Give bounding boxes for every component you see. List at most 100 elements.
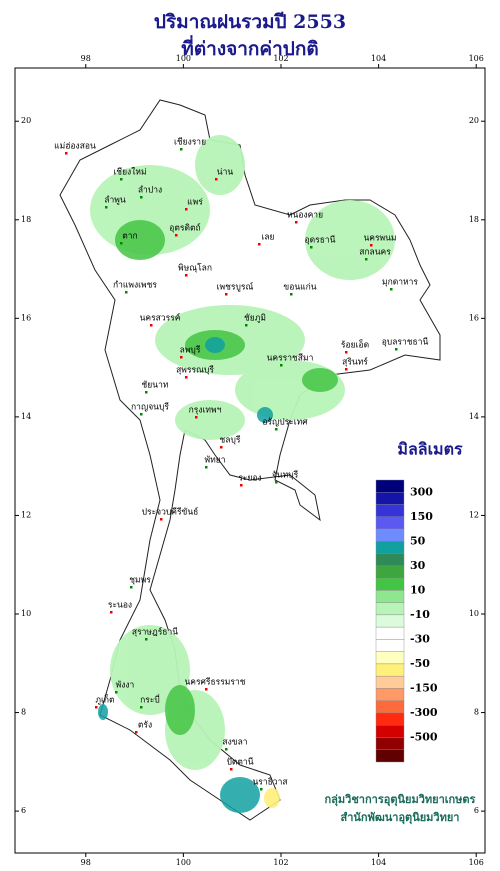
province-label: กรุงเทพฯ	[189, 406, 222, 416]
legend-swatch	[375, 737, 405, 750]
legend-swatch	[375, 590, 405, 603]
station	[120, 178, 123, 181]
y-tick-label: 10	[21, 609, 31, 618]
station	[370, 244, 373, 247]
station	[105, 206, 108, 209]
x-tick-label: 98	[81, 858, 91, 867]
legend-swatch	[375, 553, 405, 567]
x-tick-label: 102	[273, 54, 288, 63]
station	[275, 481, 278, 484]
legend-label: -10	[410, 608, 430, 621]
legend-swatch	[375, 651, 405, 665]
station	[140, 196, 143, 199]
x-tick-label: 100	[176, 54, 191, 63]
station	[160, 518, 163, 521]
x-tick-label: 104	[371, 54, 386, 63]
legend-swatch	[375, 577, 405, 591]
y-tick-label: 14	[21, 412, 31, 421]
province-label: กาญจนบุรี	[131, 402, 169, 413]
station	[205, 688, 208, 691]
station	[275, 428, 278, 431]
legend-label: 30	[410, 559, 426, 572]
y-tick-label: 12	[469, 510, 479, 519]
station	[95, 706, 98, 709]
station	[365, 258, 368, 261]
station	[310, 246, 313, 249]
province-label: สุพรรณบุรี	[176, 365, 214, 376]
province-label: น่าน	[217, 168, 234, 178]
y-tick-label: 14	[469, 412, 479, 421]
province-label: ระนอง	[108, 601, 132, 611]
province-label: ชัยภูมิ	[244, 314, 266, 324]
province-label: สุราษฎร์ธานี	[132, 627, 178, 638]
x-tick-label: 102	[273, 858, 288, 867]
station	[225, 748, 228, 751]
station	[395, 348, 398, 351]
legend-label: 10	[410, 583, 426, 596]
province-label: อุตรดิตถ์	[169, 223, 200, 234]
y-tick-label: 16	[469, 313, 479, 322]
legend-label: 50	[410, 534, 426, 547]
y-tick-label: 8	[474, 708, 479, 717]
station	[225, 293, 228, 296]
station	[65, 152, 68, 155]
station	[180, 356, 183, 359]
legend-swatch	[375, 516, 405, 530]
province-label: ตรัง	[138, 721, 152, 731]
station	[195, 416, 198, 419]
credit: สำนักพัฒนาอุตุนิยมวิทยา	[341, 811, 460, 825]
y-tick-label: 8	[21, 708, 26, 717]
station	[175, 234, 178, 237]
legend-swatch	[375, 700, 405, 714]
station	[185, 274, 188, 277]
station	[290, 293, 293, 296]
province-label: ชุมพร	[129, 576, 151, 586]
y-tick-label: 16	[21, 313, 31, 322]
province-label: เชียงใหม่	[113, 167, 146, 178]
legend-swatch	[375, 749, 405, 763]
province-label: ขอนแก่น	[283, 283, 316, 293]
x-tick-label: 106	[469, 54, 484, 63]
province-label: สงขลา	[222, 738, 247, 748]
province-label: นครราชสีมา	[267, 353, 314, 364]
station	[230, 768, 233, 771]
province-label: เลย	[261, 233, 274, 243]
station	[145, 391, 148, 394]
province-label: จันทบุรี	[272, 470, 299, 481]
legend-label: 150	[410, 510, 433, 523]
province-label: กำแพงเพชร	[113, 281, 157, 291]
province-label: เชียงราย	[174, 137, 206, 148]
province-label: มุกดาหาร	[382, 278, 418, 288]
station	[220, 446, 223, 449]
province-label: พิษณุโลก	[178, 263, 212, 274]
legend-swatch	[375, 639, 405, 652]
station	[140, 413, 143, 416]
legend-swatch	[375, 712, 405, 726]
legend-swatch	[375, 663, 405, 677]
legend-swatch	[375, 675, 405, 689]
station	[390, 288, 393, 291]
province-label: ลำปาง	[138, 186, 162, 196]
y-tick-label: 6	[21, 806, 26, 815]
province-label: ภูเก็ต	[95, 694, 114, 706]
legend-swatch	[375, 602, 405, 616]
province-label: ประจวบคีรีขันธ์	[142, 507, 199, 518]
station	[260, 788, 263, 791]
legend-label: 300	[410, 485, 433, 498]
province-label: อุดรธานี	[305, 235, 336, 246]
station	[258, 243, 261, 246]
station	[125, 291, 128, 294]
x-tick-label: 106	[469, 858, 484, 867]
province-label: นราธิวาส	[252, 778, 288, 788]
province-label: นครพนม	[363, 234, 396, 244]
station	[120, 242, 123, 245]
y-tick-label: 20	[469, 116, 479, 125]
province-label: แพร่	[187, 198, 203, 208]
legend-label: -30	[410, 632, 430, 645]
province-label: นครศรีธรรมราช	[184, 677, 245, 688]
legend-swatch	[375, 614, 405, 628]
country-shape	[59, 99, 441, 821]
province-label: ระยอง	[238, 474, 261, 484]
y-tick-label: 18	[21, 215, 31, 224]
